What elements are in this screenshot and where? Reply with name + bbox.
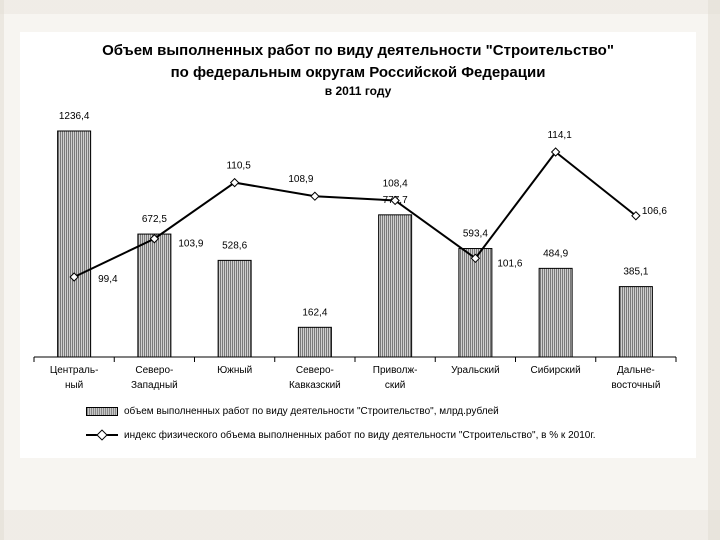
index-point: [69, 272, 79, 282]
x-tick-label: Приволж-: [373, 365, 418, 376]
legend-bar-swatch: [86, 407, 118, 416]
index-value-label: 106,6: [642, 206, 667, 217]
index-value-label: 101,6: [497, 258, 522, 269]
index-point: [149, 234, 160, 244]
legend-line-label: индекс физического объема выполненных ра…: [124, 429, 596, 441]
index-value-label: 108,9: [288, 174, 313, 185]
x-tick-label: Сибирский: [531, 364, 581, 376]
legend-item-line: индекс физического объема выполненных ра…: [86, 429, 596, 441]
x-tick-label: Южный: [217, 365, 252, 376]
index-value-label: 114,1: [547, 130, 572, 141]
x-tick-label: восточный: [611, 380, 660, 391]
index-point: [470, 253, 481, 263]
index-value-label: 99,4: [98, 274, 118, 285]
x-tick-label: ский: [385, 380, 406, 391]
x-tick-label: Уральский: [451, 365, 500, 376]
bar: [378, 214, 413, 358]
x-tick-label: Северо-: [135, 365, 173, 376]
bar-value-label: 385,1: [623, 267, 648, 278]
index-line: [73, 150, 637, 278]
x-tick-label: Дальне-: [617, 365, 655, 376]
x-tick-label: ный: [65, 380, 83, 391]
x-tick-label: Западный: [131, 380, 178, 391]
bar: [538, 267, 573, 358]
legend-item-bars: объем выполненных работ по виду деятельн…: [86, 406, 499, 417]
index-value-label: 110,5: [226, 161, 251, 172]
index-point: [550, 147, 561, 157]
x-tick-label: Кавказский: [289, 380, 341, 391]
legend-line-swatch: [86, 429, 118, 441]
bar: [137, 233, 172, 358]
chart-title: Объем выполненных работ по виду деятельн…: [102, 42, 614, 59]
bar: [57, 130, 92, 358]
chart-subtitle: по федеральным округам Российской Федера…: [170, 64, 546, 81]
x-tick-label: Северо-: [296, 365, 334, 376]
chart-year: в 2011 году: [324, 84, 392, 98]
bar-value-label: 672,5: [142, 214, 167, 225]
index-point: [310, 191, 320, 201]
index-value-label: 103,9: [178, 239, 203, 250]
index-value-label: 108,4: [383, 178, 408, 189]
bar: [297, 326, 332, 358]
bar-value-label: 593,4: [463, 229, 488, 240]
bar: [458, 248, 493, 358]
chart-card: [20, 32, 696, 458]
x-tick-label: Централь-: [50, 365, 99, 376]
index-point: [631, 211, 641, 221]
bar-value-label: 484,9: [543, 248, 568, 259]
legend-bar-label: объем выполненных работ по виду деятельн…: [124, 406, 499, 417]
index-point: [229, 177, 240, 188]
index-point: [390, 195, 400, 206]
bar: [217, 259, 252, 358]
bar-value-label: 528,6: [222, 240, 247, 251]
bar: [618, 286, 653, 358]
bar-value-label: 1236,4: [59, 111, 90, 122]
bar-value-label: 162,4: [302, 307, 327, 318]
